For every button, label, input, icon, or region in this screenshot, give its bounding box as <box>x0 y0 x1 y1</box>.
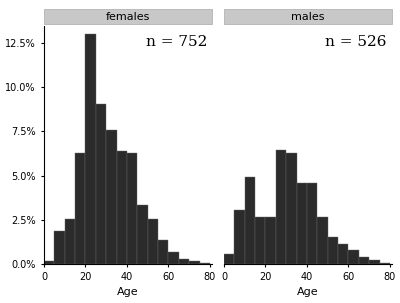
X-axis label: Age: Age <box>117 288 139 298</box>
Bar <box>380 263 390 264</box>
Bar <box>224 254 234 264</box>
Bar <box>179 259 189 264</box>
Text: females: females <box>106 12 150 22</box>
Bar <box>168 252 179 264</box>
Bar <box>348 250 359 264</box>
Bar <box>296 183 307 264</box>
Bar <box>359 257 369 264</box>
X-axis label: Age: Age <box>297 288 319 298</box>
Bar <box>148 219 158 264</box>
Bar <box>54 231 65 264</box>
Text: n = 526: n = 526 <box>326 35 387 49</box>
Bar <box>116 151 127 264</box>
Bar <box>158 240 168 264</box>
Bar <box>127 154 137 264</box>
Bar <box>200 263 210 264</box>
Bar <box>86 34 96 264</box>
Bar <box>96 104 106 264</box>
Bar <box>276 150 286 264</box>
Bar <box>317 217 328 264</box>
Bar <box>307 183 317 264</box>
Bar <box>338 244 348 264</box>
Bar <box>189 261 200 264</box>
Bar <box>255 217 266 264</box>
Bar <box>137 205 148 264</box>
Bar <box>44 261 54 264</box>
Text: n = 752: n = 752 <box>146 35 207 49</box>
Bar <box>286 153 296 264</box>
Bar <box>245 177 255 264</box>
Bar <box>369 260 380 264</box>
Text: males: males <box>291 12 325 22</box>
Bar <box>106 130 116 264</box>
Bar <box>266 217 276 264</box>
Bar <box>328 237 338 264</box>
Bar <box>75 154 86 264</box>
Bar <box>234 210 245 264</box>
Bar <box>65 219 75 264</box>
